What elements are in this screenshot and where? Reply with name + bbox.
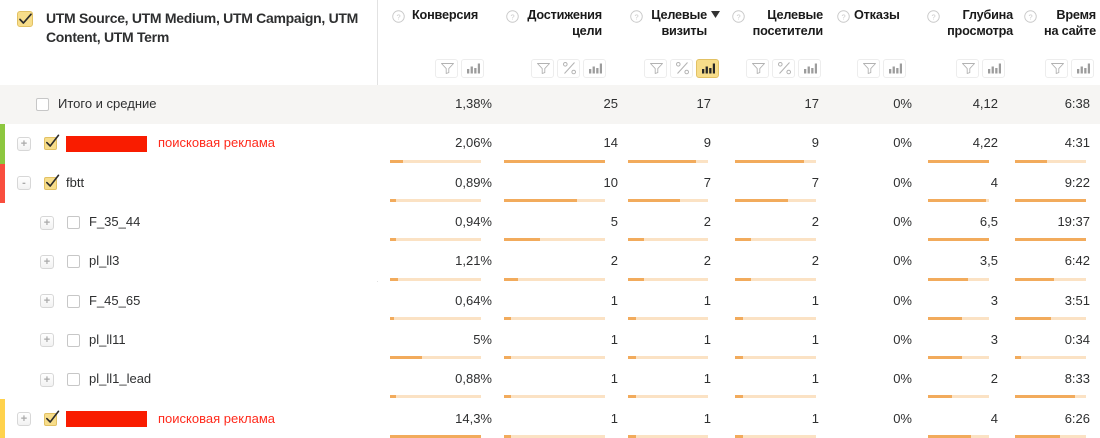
svg-text:?: ? [634, 13, 638, 22]
svg-text:?: ? [510, 13, 514, 22]
svg-text:?: ? [1028, 13, 1032, 22]
svg-text:?: ? [736, 13, 740, 22]
svg-text:?: ? [931, 13, 935, 22]
svg-text:?: ? [841, 13, 845, 22]
svg-text:?: ? [396, 13, 400, 22]
